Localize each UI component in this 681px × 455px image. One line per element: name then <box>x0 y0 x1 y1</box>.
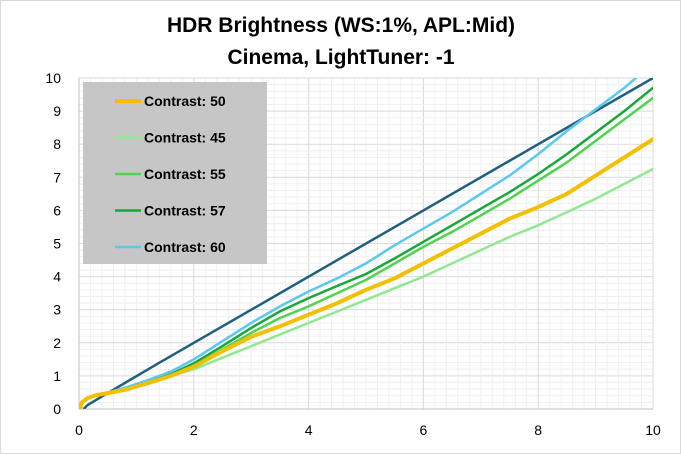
reference-line <box>82 78 653 409</box>
chart-title-line-1: HDR Brightness (WS:1%, APL:Mid) <box>167 14 515 37</box>
series-lines <box>79 78 653 409</box>
x-tick-label: 4 <box>305 422 313 438</box>
y-tick-label: 9 <box>53 103 61 119</box>
y-tick-label: 7 <box>53 169 61 185</box>
x-tick-label: 6 <box>420 422 428 438</box>
y-tick-label: 0 <box>53 401 61 417</box>
legend-label: Contrast: 57 <box>144 203 226 219</box>
y-tick-label: 4 <box>53 269 61 285</box>
axes: 0 2 4 6 8 10 0 1 2 3 4 5 6 7 8 9 10 <box>45 70 661 438</box>
y-tick-label: 6 <box>53 202 61 218</box>
y-tick-label: 10 <box>45 70 61 86</box>
legend-box <box>83 82 267 264</box>
y-tick-label: 5 <box>53 236 61 252</box>
y-tick-label: 2 <box>53 335 61 351</box>
legend-label: Contrast: 50 <box>144 93 226 109</box>
legend-label: Contrast: 55 <box>144 166 226 182</box>
chart-title-line-2: Cinema, LightTuner: -1 <box>227 46 454 69</box>
legend: Contrast: 50 Contrast: 45 Contrast: 55 Cont… <box>83 82 267 264</box>
y-tick-label: 8 <box>53 136 61 152</box>
y-tick-label: 1 <box>53 368 61 384</box>
x-tick-label: 2 <box>190 422 198 438</box>
y-tick-label: 3 <box>53 302 61 318</box>
legend-label: Contrast: 45 <box>144 130 226 146</box>
legend-label: Contrast: 60 <box>144 239 226 255</box>
x-tick-label: 0 <box>75 422 83 438</box>
x-tick-label: 10 <box>645 422 661 438</box>
series-line <box>79 137 653 409</box>
x-tick-label: 8 <box>534 422 542 438</box>
